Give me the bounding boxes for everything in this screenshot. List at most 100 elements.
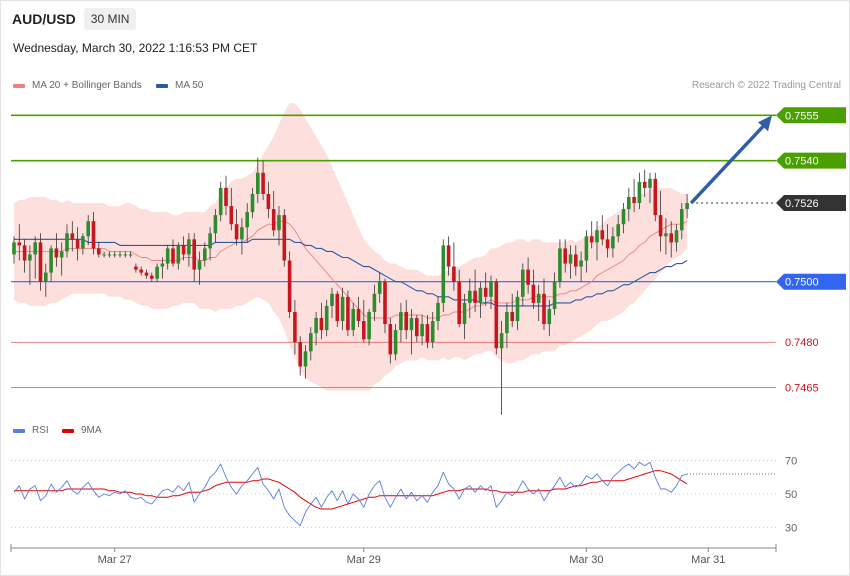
- ma50-line: [14, 238, 688, 307]
- candle-body: [335, 293, 340, 322]
- candle-body: [319, 318, 324, 331]
- candle-body: [340, 296, 345, 322]
- candle-body: [515, 296, 520, 322]
- x-tick-label: Mar 29: [347, 554, 381, 566]
- candle-body: [425, 324, 430, 343]
- candle-body: [616, 224, 620, 237]
- candle-body: [65, 233, 69, 252]
- candle-body: [680, 209, 684, 231]
- candle-body: [420, 324, 424, 337]
- credit-text: Research © 2022 Trading Central: [691, 80, 841, 91]
- level-tag-resistance-1: 0.7540: [776, 152, 846, 169]
- candle-body: [203, 248, 207, 261]
- candle-body: [393, 330, 398, 355]
- level-tag-bg: [776, 195, 846, 212]
- rsi-swatch: [13, 428, 25, 433]
- candle-body: [165, 248, 170, 264]
- candle-body: [112, 254, 117, 256]
- candle-body: [298, 342, 302, 367]
- candle-body: [197, 260, 202, 270]
- candle-body: [653, 178, 658, 216]
- candle-body: [123, 254, 128, 256]
- candle-body: [452, 266, 456, 282]
- ma20-line: [14, 220, 688, 319]
- candle-body: [521, 269, 525, 297]
- level-tag-bg: [776, 107, 846, 124]
- candle-body: [478, 287, 483, 303]
- rsi-tick-50: 50: [785, 489, 797, 501]
- timeframe-badge[interactable]: 30 MIN: [83, 8, 137, 30]
- candle-body: [330, 293, 334, 306]
- candle-body: [59, 251, 64, 258]
- level-tag-resistance-2: 0.7555: [776, 107, 846, 124]
- candle-body: [12, 242, 16, 255]
- candle-body: [144, 272, 149, 276]
- candle-body: [91, 221, 96, 249]
- candle-body: [664, 233, 668, 237]
- candle-body: [33, 242, 37, 255]
- candle-body: [256, 172, 260, 194]
- candle-body: [542, 293, 546, 325]
- candle-body: [468, 290, 472, 303]
- x-tick-label: Mar 31: [691, 554, 725, 566]
- target-arrow-line: [689, 122, 768, 205]
- candle-body: [107, 254, 112, 256]
- candle-body: [462, 302, 467, 325]
- level-label-pivot: 0.7500: [785, 277, 819, 289]
- legend-ma50: MA 50: [156, 80, 203, 91]
- x-tick-label: Mar 27: [98, 554, 132, 566]
- candle-body: [293, 311, 297, 343]
- candle-body: [134, 266, 138, 270]
- ma20-swatch: [13, 83, 25, 88]
- candle-body: [266, 193, 271, 210]
- candle-body: [669, 233, 673, 243]
- candle-body: [303, 351, 308, 367]
- candle-body: [86, 221, 90, 237]
- candle-body: [128, 254, 133, 256]
- rsi-line: [13, 461, 688, 527]
- level-label-support-1: 0.7480: [785, 337, 819, 349]
- candle-body: [499, 333, 504, 349]
- candle-body: [181, 245, 186, 255]
- candle-body: [632, 196, 636, 204]
- candle-body: [621, 209, 626, 225]
- rsi-label: RSI: [32, 425, 49, 436]
- candle-body: [409, 318, 414, 331]
- candle-body: [192, 239, 196, 270]
- candle-body: [261, 172, 265, 194]
- candle-body: [22, 245, 27, 261]
- candle-body: [483, 287, 488, 297]
- symbol-title: AUD/USD: [12, 11, 76, 27]
- candle-body: [309, 333, 313, 352]
- target-arrow-head: [758, 115, 772, 132]
- candle-body: [430, 321, 435, 343]
- candle-body: [213, 215, 218, 234]
- level-label-resistance-1: 0.7540: [785, 156, 819, 168]
- candle-body: [240, 227, 244, 240]
- candle-body: [579, 260, 583, 267]
- rsi-tick-70: 70: [785, 456, 797, 468]
- candle-body: [674, 230, 679, 243]
- candle-body: [404, 311, 408, 331]
- candle-body: [415, 318, 419, 337]
- x-tick-label: Mar 30: [569, 554, 603, 566]
- candle-body: [436, 302, 440, 322]
- candle-body: [489, 281, 493, 297]
- candle-body: [441, 245, 446, 303]
- level-tag-last-price: 0.7526: [776, 195, 846, 212]
- level-tag-bg: [776, 152, 846, 169]
- ma20-label: MA 20 + Bollinger Bands: [32, 80, 142, 91]
- candle-body: [356, 308, 361, 322]
- candle-body: [457, 281, 461, 325]
- candle-body: [526, 269, 530, 285]
- candle-body: [605, 239, 610, 249]
- candle-body: [658, 215, 663, 237]
- rsi-tick-30: 30: [785, 522, 797, 534]
- candle-body: [505, 311, 509, 334]
- candle-body: [81, 236, 85, 249]
- candle-body: [218, 187, 223, 216]
- candle-body: [171, 248, 175, 264]
- candle-body: [552, 281, 557, 309]
- candle-body: [250, 193, 255, 213]
